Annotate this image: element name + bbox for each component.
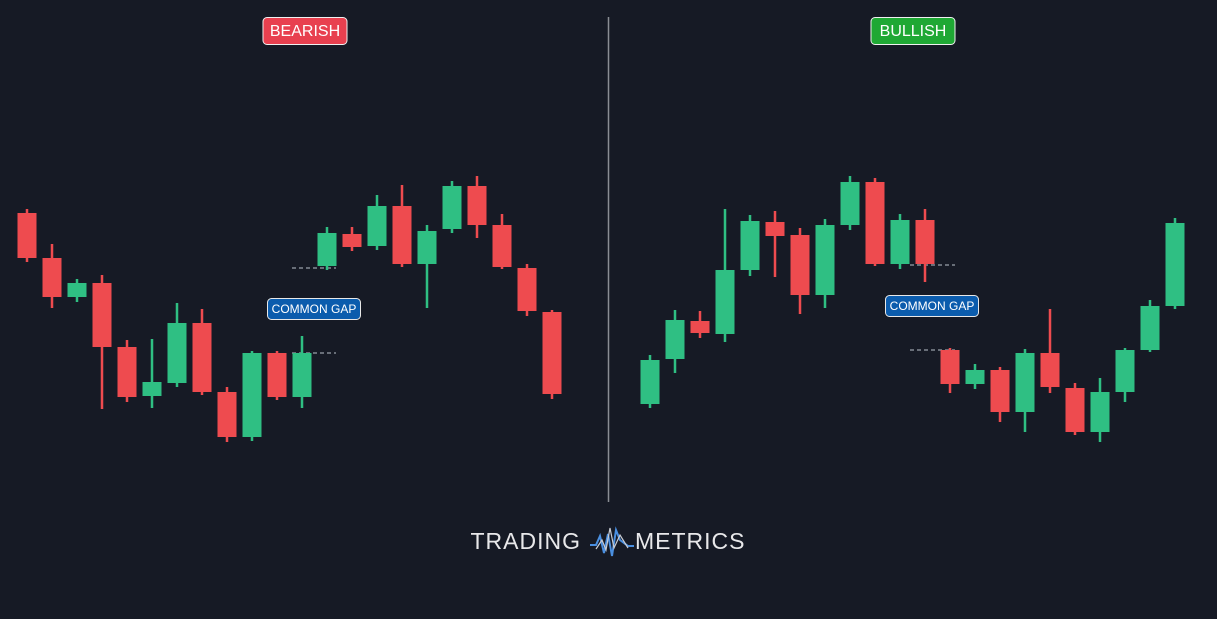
brand-logo [590, 526, 634, 557]
candle-body [665, 320, 685, 359]
candle-body [442, 186, 462, 229]
candle-body [1040, 353, 1060, 387]
candle-body [840, 182, 860, 225]
candle-body [192, 323, 212, 392]
candle-body [1090, 392, 1110, 432]
badge [870, 17, 956, 45]
candle-body [317, 233, 337, 266]
brand-left: TRADING [471, 528, 582, 554]
badge-title: BEARISH [270, 23, 340, 40]
candle-body [740, 221, 760, 270]
candle-body [292, 353, 312, 397]
candle-body [865, 182, 885, 264]
candle-body [517, 268, 537, 311]
candle-body [267, 353, 287, 397]
candle-body [1115, 350, 1135, 392]
badge-title: BULLISH [880, 23, 947, 40]
candle-body [715, 270, 735, 334]
candle-body [690, 321, 710, 333]
candle-body [492, 225, 512, 267]
candle-body [1065, 388, 1085, 432]
brand-right: METRICS [635, 528, 746, 554]
candle-body [1165, 223, 1185, 306]
candle-body [167, 323, 187, 383]
candle-body [42, 258, 62, 297]
badge [262, 17, 348, 45]
candle-body [17, 213, 37, 258]
candle-body [890, 220, 910, 264]
candle-body [142, 382, 162, 396]
brand-logo-shade [595, 527, 629, 553]
candle-body [815, 225, 835, 295]
annotation: COMMON GAP [890, 299, 975, 313]
candle-body [217, 392, 237, 437]
candle-body [790, 235, 810, 295]
candle-body [965, 370, 985, 384]
annotation-box [267, 298, 361, 320]
candle-body [342, 234, 362, 247]
candle-body [467, 186, 487, 225]
candle-body [117, 347, 137, 397]
annotation: COMMON GAP [272, 302, 357, 316]
candle-body [367, 206, 387, 246]
candle-body [67, 283, 87, 297]
candle-body [915, 220, 935, 264]
candle-body [1015, 353, 1035, 412]
candle-body [542, 312, 562, 394]
candle-body [242, 353, 262, 437]
candle-body [417, 231, 437, 264]
annotation-box [885, 295, 979, 317]
candle-body [640, 360, 660, 404]
candle-body [940, 350, 960, 384]
candle-body [92, 283, 112, 347]
candle-body [1140, 306, 1160, 350]
candle-body [765, 222, 785, 236]
candle-body [990, 370, 1010, 412]
candle-body [392, 206, 412, 264]
